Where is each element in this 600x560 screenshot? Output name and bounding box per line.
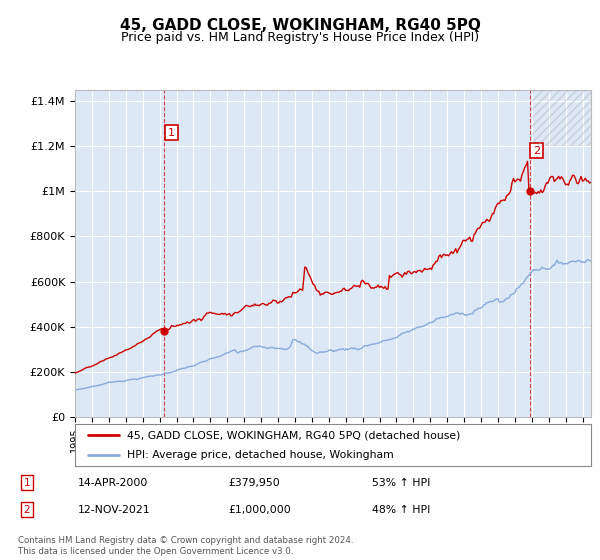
Text: 48% ↑ HPI: 48% ↑ HPI [372,505,430,515]
Text: HPI: Average price, detached house, Wokingham: HPI: Average price, detached house, Woki… [127,450,394,460]
Text: 1: 1 [23,478,31,488]
Text: 45, GADD CLOSE, WOKINGHAM, RG40 5PQ: 45, GADD CLOSE, WOKINGHAM, RG40 5PQ [119,18,481,33]
Text: £1,000,000: £1,000,000 [228,505,291,515]
Text: 2: 2 [23,505,31,515]
Text: 14-APR-2000: 14-APR-2000 [78,478,148,488]
Text: 1: 1 [168,128,175,138]
Text: Price paid vs. HM Land Registry's House Price Index (HPI): Price paid vs. HM Land Registry's House … [121,31,479,44]
Bar [532,90,591,146]
Text: 12-NOV-2021: 12-NOV-2021 [78,505,151,515]
Text: £379,950: £379,950 [228,478,280,488]
Text: Contains HM Land Registry data © Crown copyright and database right 2024.
This d: Contains HM Land Registry data © Crown c… [18,536,353,556]
Text: 2: 2 [533,146,540,156]
Text: 45, GADD CLOSE, WOKINGHAM, RG40 5PQ (detached house): 45, GADD CLOSE, WOKINGHAM, RG40 5PQ (det… [127,430,460,440]
Text: 53% ↑ HPI: 53% ↑ HPI [372,478,430,488]
